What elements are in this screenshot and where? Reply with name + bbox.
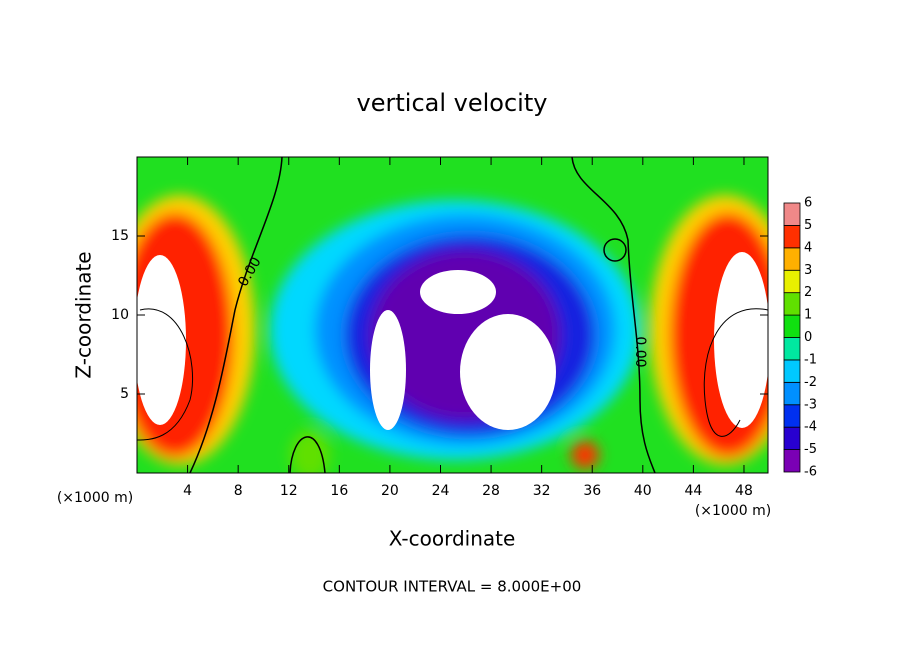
colorbar-box: [783, 381, 801, 406]
x-tick-label: 40: [634, 483, 652, 499]
chart-title: vertical velocity: [357, 89, 548, 117]
colorbar-box: [783, 337, 801, 361]
y-axis-label: Z-coordinate: [72, 251, 96, 378]
colorbar-box: [783, 449, 801, 473]
contour-label: 0.00: [632, 336, 648, 367]
colorbar-box: [783, 292, 801, 316]
colorbar-label: -6: [804, 465, 817, 480]
colorbar-box: [783, 247, 801, 271]
x-tick-label: 20: [381, 483, 399, 499]
x-tick-label: 44: [684, 483, 702, 499]
colorbar-label: -4: [804, 420, 817, 435]
colorbar-box: [783, 359, 801, 383]
colorbar-label: 3: [804, 263, 812, 278]
colorbar-label: 1: [804, 308, 812, 323]
x-tick-label: 48: [735, 483, 753, 499]
x-tick-label: 28: [482, 483, 500, 499]
x-tick-label: 24: [432, 483, 450, 499]
colorbar-box: [783, 314, 801, 338]
contour-field: [137, 157, 768, 473]
colorbar-label: -1: [804, 352, 817, 367]
x-tick-label: 12: [280, 483, 298, 499]
colorbar-label: 6: [804, 196, 812, 211]
footnote: CONTOUR INTERVAL = 8.000E+00: [323, 578, 582, 596]
x-tick-label: 36: [583, 483, 601, 499]
colorbar-box: [783, 426, 801, 450]
y-tick-label: 10: [111, 307, 129, 323]
x-tick-label: 32: [533, 483, 551, 499]
colorbar-label: -3: [804, 397, 817, 412]
x-tick-label: 4: [183, 483, 192, 499]
colorbar-label: 4: [804, 240, 812, 255]
colorbar-box: [783, 225, 801, 249]
colorbar-box: [783, 269, 801, 294]
colorbar-box: [783, 202, 801, 226]
x-unit: (×1000 m): [57, 490, 133, 506]
y-tick-label: 5: [120, 386, 129, 402]
x-tick-label: 16: [330, 483, 348, 499]
y-tick-label: 15: [111, 228, 129, 244]
colorbar-label: -5: [804, 442, 817, 457]
x-axis-label: X-coordinate: [389, 527, 516, 551]
colorbar-label: 0: [804, 330, 812, 345]
colorbar-label: 5: [804, 218, 812, 233]
colorbar-box: [783, 404, 801, 428]
x-tick-label: 8: [234, 483, 243, 499]
colorbar-label: 2: [804, 285, 812, 300]
colorbar-label: -2: [804, 375, 817, 390]
x-unit: (×1000 m): [695, 503, 771, 519]
